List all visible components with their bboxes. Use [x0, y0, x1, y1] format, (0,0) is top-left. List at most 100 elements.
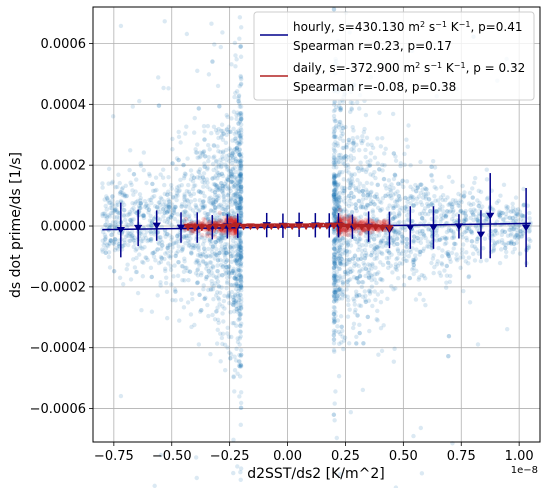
scatter-point	[112, 223, 117, 229]
scatter-point	[168, 264, 174, 269]
scatter-point	[410, 208, 415, 214]
scatter-point	[233, 146, 238, 152]
scatter-point	[192, 322, 197, 328]
scatter-point	[379, 162, 385, 168]
scatter-point	[370, 210, 375, 215]
scatter-point	[352, 236, 358, 241]
scatter-point	[238, 422, 243, 428]
scatter-point	[101, 242, 106, 248]
scatter-point	[238, 104, 244, 109]
scatter-point	[380, 196, 386, 201]
scatter-point	[212, 42, 217, 47]
scatter-point	[201, 216, 206, 222]
scatter-point	[213, 309, 219, 314]
scatter-point	[351, 156, 357, 161]
scatter-point	[332, 203, 338, 208]
scatter-point	[379, 206, 385, 212]
scatter-point	[331, 192, 337, 197]
scatter-point	[333, 288, 338, 293]
scatter-point	[349, 147, 354, 152]
scatter-point	[206, 219, 212, 224]
scatter-point	[221, 298, 227, 304]
scatter-point	[210, 202, 215, 207]
scatter-point	[180, 246, 185, 252]
scatter-point	[475, 198, 480, 203]
scatter-point	[237, 205, 242, 211]
scatter-point	[156, 103, 162, 108]
scatter-point	[437, 237, 443, 242]
scatter-point	[331, 215, 337, 220]
scatter-point	[160, 175, 166, 180]
scatter-point	[333, 140, 338, 145]
scatter-point	[236, 121, 241, 126]
scatter-point	[471, 207, 477, 212]
scatter-point	[410, 187, 416, 192]
scatter-point	[238, 111, 243, 116]
scatter-point	[331, 299, 337, 304]
scatter-point	[419, 272, 425, 278]
scatter-point	[228, 254, 234, 259]
scatter-point	[380, 262, 386, 268]
scatter-point	[100, 247, 105, 252]
scatter-point	[331, 311, 337, 317]
scatter-point	[220, 149, 226, 154]
y-tick-label: 0.0000	[41, 220, 87, 235]
scatter-point	[357, 330, 362, 336]
scatter-point	[125, 222, 131, 228]
scatter-point	[376, 270, 381, 275]
scatter-point	[332, 107, 338, 113]
scatter-point	[372, 246, 378, 251]
scatter-point	[239, 196, 244, 201]
scatter-point	[123, 234, 129, 239]
scatter-point	[146, 171, 152, 177]
scatter-point	[162, 210, 167, 216]
scatter-point	[471, 212, 476, 217]
scatter-point	[393, 199, 398, 204]
scatter-point	[224, 250, 229, 256]
scatter-point	[215, 263, 220, 268]
scatter-point	[100, 229, 106, 235]
scatter-point	[221, 199, 227, 204]
scatter-point	[332, 162, 337, 168]
scatter-point	[121, 213, 127, 219]
scatter-point	[503, 245, 508, 251]
scatter-point	[187, 243, 192, 248]
scatter-point	[394, 267, 400, 273]
scatter-point	[359, 167, 364, 172]
scatter-point	[332, 316, 337, 322]
scatter-point	[362, 256, 368, 261]
scatter-point	[227, 174, 232, 180]
scatter-point	[396, 181, 401, 187]
scatter-point	[219, 181, 224, 186]
scatter-point	[138, 163, 144, 168]
scatter-point	[205, 233, 210, 239]
scatter-point	[389, 284, 394, 289]
scatter-point	[408, 184, 413, 190]
scatter-point	[392, 172, 398, 178]
scatter-point	[117, 275, 123, 280]
scatter-point	[235, 253, 240, 258]
scatter-point	[220, 331, 226, 337]
scatter-point	[151, 250, 156, 256]
scatter-point	[223, 259, 229, 264]
scatter-point	[220, 235, 226, 241]
scatter-point	[331, 134, 337, 140]
scatter-point	[206, 211, 211, 217]
scatter-point	[385, 248, 390, 254]
scatter-point	[333, 158, 339, 163]
scatter-point	[334, 207, 340, 213]
scatter-point	[229, 171, 235, 177]
scatter-point	[202, 137, 207, 142]
scatter-point	[212, 243, 218, 248]
scatter-point	[146, 223, 151, 228]
scatter-point	[231, 470, 236, 476]
scatter-point	[138, 231, 143, 237]
scatter-point	[527, 210, 532, 216]
scatter-point	[109, 202, 115, 208]
scatter-point	[331, 196, 337, 202]
scatter-point	[116, 241, 121, 247]
scatter-point	[397, 207, 403, 213]
scatter-point	[158, 235, 163, 240]
scatter-point	[215, 219, 221, 225]
scatter-point	[164, 289, 170, 295]
